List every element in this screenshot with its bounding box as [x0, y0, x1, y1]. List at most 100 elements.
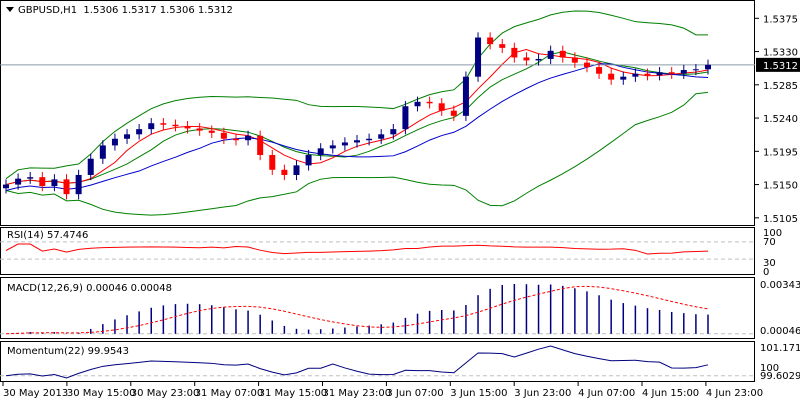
candle-body — [608, 73, 615, 80]
candle-body — [354, 140, 360, 143]
candle-body — [220, 132, 227, 139]
rsi-tick-label: 100 — [763, 228, 782, 239]
time-tick-label: 30 May 23:00 — [131, 388, 200, 399]
momentum-line — [5, 345, 709, 379]
candle-body — [184, 126, 191, 129]
candle-body — [535, 58, 542, 61]
candle-body — [632, 73, 639, 77]
candle-body — [232, 138, 239, 141]
candle-body — [475, 37, 482, 77]
time-tick-label: 30 May 2013 — [3, 388, 68, 399]
candle-body — [378, 134, 385, 139]
candle-body — [75, 174, 82, 195]
time-tick-label: 31 May 07:00 — [195, 388, 264, 399]
rsi-line — [5, 243, 709, 255]
candle-body — [39, 177, 46, 187]
candle-body — [99, 145, 106, 159]
price-tick-label: 1.5375 — [763, 14, 798, 25]
candle-body — [148, 123, 155, 130]
bollinger-middle-line — [5, 51, 709, 186]
candle-body — [620, 76, 627, 80]
candle-body — [668, 72, 675, 74]
candle-body — [390, 129, 397, 135]
momentum-tick-label: 100 — [760, 363, 779, 374]
rsi-tick-label: 30 — [763, 258, 776, 269]
bollinger-upper-line — [5, 10, 709, 180]
candle-body — [499, 44, 506, 48]
candle-body — [196, 128, 203, 131]
candle-body — [63, 179, 70, 195]
macd-signal-line — [5, 285, 709, 335]
candle-body — [51, 179, 58, 187]
macd-tick-label: 0.00046 — [760, 326, 800, 337]
time-tick-label: 3 Jun 23:00 — [514, 388, 571, 399]
rsi-tick-label: 70 — [763, 237, 776, 248]
collapse-triangle-icon[interactable] — [6, 7, 14, 12]
candle-body — [257, 135, 264, 156]
candle-body — [680, 70, 687, 74]
candle-body — [450, 110, 457, 116]
candle-body — [656, 72, 663, 76]
momentum-tick-label: 99.6029 — [760, 371, 800, 382]
momentum-label: Momentum(22) 99.9543 — [7, 346, 129, 357]
candle-body — [329, 145, 336, 149]
candle-body — [414, 101, 421, 107]
candle-body — [317, 148, 324, 156]
symbol-header: GBPUSD,H1 1.5306 1.5317 1.5306 1.5312 — [18, 5, 233, 16]
macd-label: MACD(12,26,9) 0.00046 0.00048 — [7, 283, 172, 294]
rsi-panel[interactable] — [0, 241, 755, 260]
candle-body — [366, 138, 373, 141]
momentum-tick-label: 101.1715 — [760, 343, 800, 354]
candle-body — [426, 101, 433, 104]
price-panel[interactable] — [0, 10, 755, 216]
candle-body — [15, 178, 22, 185]
momentum-panel[interactable] — [0, 345, 755, 379]
candle-body — [269, 155, 276, 170]
candle-body — [523, 57, 530, 61]
macd-panel[interactable] — [0, 284, 755, 335]
current-price-marker — [756, 57, 800, 72]
time-tick-label: 3 Jun 15:00 — [450, 388, 507, 399]
candle-body — [438, 103, 445, 111]
candle-body — [245, 135, 252, 141]
slow-ma-line — [5, 63, 709, 191]
panel-frames — [0, 0, 755, 382]
candle-body — [111, 138, 118, 146]
candle-body — [124, 134, 131, 139]
candle-body — [27, 177, 34, 179]
price-tick-label: 1.5285 — [763, 81, 798, 92]
candle-body — [305, 155, 312, 166]
price-tick-label: 1.5150 — [763, 181, 798, 192]
candle-body — [462, 76, 469, 116]
price-tick-label: 1.5105 — [763, 214, 798, 225]
candle-body — [87, 158, 94, 175]
time-tick-label: 3 Jun 07:00 — [386, 388, 443, 399]
time-tick-label: 4 Jun 07:00 — [578, 388, 635, 399]
candle-body — [583, 62, 590, 68]
macd-tick-label: 0.00343 — [760, 280, 800, 291]
candle-body — [293, 165, 300, 175]
candle-body — [705, 64, 711, 70]
candle-body — [559, 50, 566, 58]
time-tick-label: 31 May 23:00 — [323, 388, 392, 399]
candle-body — [644, 73, 651, 76]
time-tick-label: 4 Jun 15:00 — [642, 388, 699, 399]
price-tick-label: 1.5330 — [763, 48, 798, 59]
candle-body — [208, 130, 215, 133]
candle-body — [281, 169, 288, 175]
time-tick-label: 4 Jun 23:00 — [706, 388, 763, 399]
rsi-tick-label: 0 — [763, 267, 769, 278]
price-tick-label: 1.5240 — [763, 114, 798, 125]
candle-body — [571, 57, 578, 63]
candle-body — [136, 129, 143, 135]
candle-body — [547, 50, 554, 59]
fast-ma-line — [5, 48, 709, 186]
candle-body — [487, 37, 494, 45]
time-tick-label: 31 May 15:00 — [259, 388, 328, 399]
candle-body — [160, 123, 167, 125]
rsi-label: RSI(14) 57.4746 — [7, 230, 88, 241]
candle-body — [3, 184, 9, 189]
time-tick-label: 30 May 15:00 — [67, 388, 136, 399]
